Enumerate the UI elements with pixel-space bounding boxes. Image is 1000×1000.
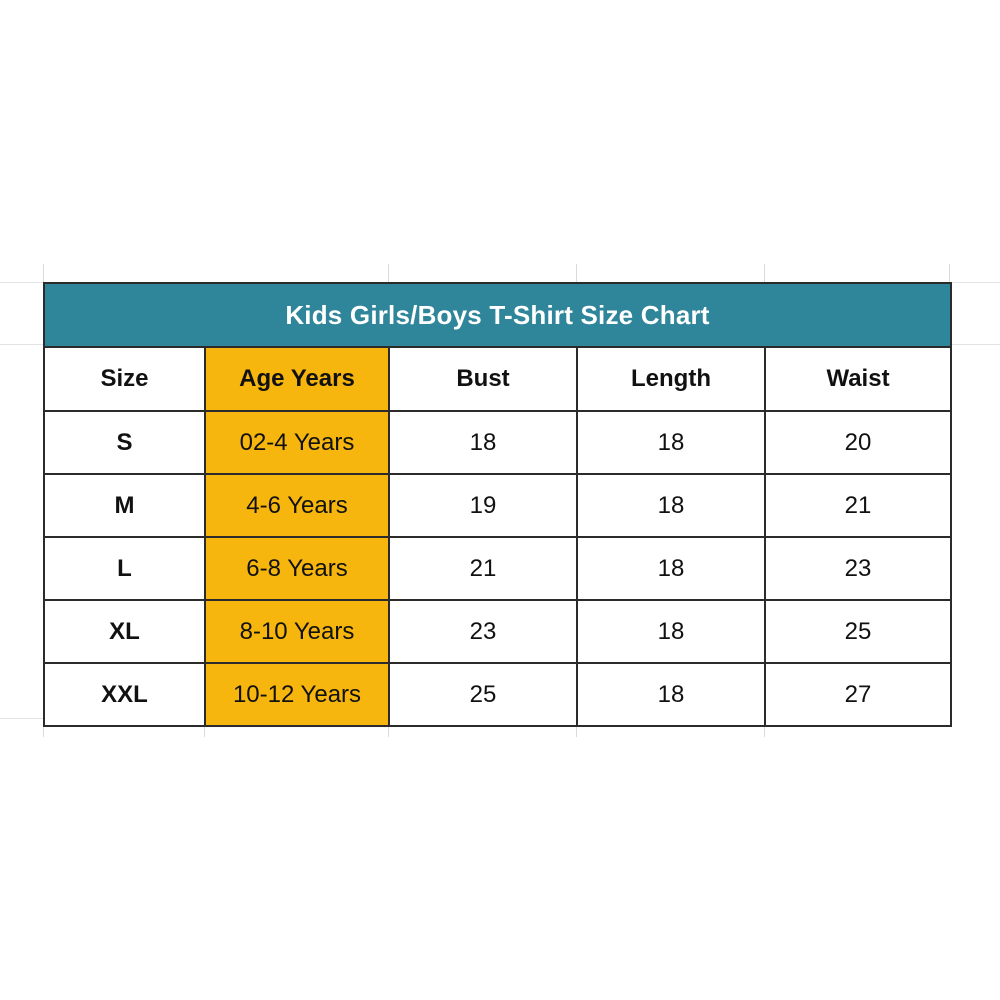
cell-waist: 23 (763, 536, 953, 601)
sheet-gridline-tick (576, 264, 577, 283)
cell-length: 18 (576, 662, 766, 727)
cell-bust: 18 (388, 410, 578, 475)
cell-length: 18 (576, 599, 766, 664)
cell-age: 4-6 Years (204, 473, 390, 538)
cell-size: M (43, 473, 206, 538)
cell-age: 10-12 Years (204, 662, 390, 727)
cell-size: XXL (43, 662, 206, 727)
table-row: XL 8-10 Years 23 18 25 (43, 599, 953, 664)
cell-length: 18 (576, 410, 766, 475)
sheet-gridline-tick (764, 264, 765, 283)
cell-bust: 21 (388, 536, 578, 601)
cell-waist: 21 (763, 473, 953, 538)
cell-age: 6-8 Years (204, 536, 390, 601)
cell-size: S (43, 410, 206, 475)
sheet-gridline-row (950, 282, 1000, 283)
cell-bust: 19 (388, 473, 578, 538)
table-title-row: Kids Girls/Boys T-Shirt Size Chart (42, 282, 953, 348)
sheet-gridline-tick (576, 719, 577, 737)
table-row: S 02-4 Years 18 18 20 (43, 410, 953, 475)
sheet-gridline-tick (204, 719, 205, 737)
column-header-age: Age Years (204, 346, 390, 412)
cell-length: 18 (576, 536, 766, 601)
cell-waist: 27 (763, 662, 953, 727)
cell-bust: 25 (388, 662, 578, 727)
cell-length: 18 (576, 473, 766, 538)
sheet-gridline-row (950, 344, 1000, 345)
cell-waist: 25 (763, 599, 953, 664)
sheet-gridline-tick (949, 264, 950, 283)
cell-age: 02-4 Years (204, 410, 390, 475)
cell-bust: 23 (388, 599, 578, 664)
sheet-gridline-tick (388, 264, 389, 283)
table-row: L 6-8 Years 21 18 23 (43, 536, 953, 601)
column-header-size: Size (43, 346, 206, 412)
size-chart-table: Kids Girls/Boys T-Shirt Size Chart Size … (42, 282, 953, 727)
cell-size: L (43, 536, 206, 601)
sheet-gridline-tick (764, 719, 765, 737)
cell-age: 8-10 Years (204, 599, 390, 664)
column-header-bust: Bust (388, 346, 578, 412)
sheet-gridline-tick (43, 264, 44, 283)
sheet-gridline-tick (388, 719, 389, 737)
column-header-waist: Waist (763, 346, 953, 412)
table-header-row: Size Age Years Bust Length Waist (43, 346, 953, 412)
sheet-gridline-row (0, 718, 43, 719)
cell-size: XL (43, 599, 206, 664)
chart-title-cell: Kids Girls/Boys T-Shirt Size Chart (42, 282, 953, 348)
sheet-gridline-row (0, 282, 43, 283)
sheet-gridline-tick (43, 719, 44, 737)
column-header-length: Length (576, 346, 766, 412)
sheet-gridline-row (0, 344, 43, 345)
table-row: XXL 10-12 Years 25 18 27 (43, 662, 953, 727)
table-row: M 4-6 Years 19 18 21 (43, 473, 953, 538)
page-title: Kids Girls/Boys T-Shirt Size Chart (285, 300, 710, 330)
cell-waist: 20 (763, 410, 953, 475)
